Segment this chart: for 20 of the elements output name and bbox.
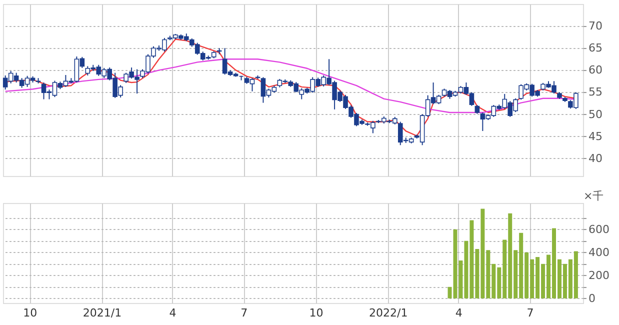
x-tick-label: 7 <box>240 306 248 320</box>
y-tick-label: 600 <box>588 222 610 236</box>
y-tick-label: 65 <box>588 42 602 55</box>
y-tick-label: 400 <box>588 246 610 259</box>
y-axis-title: ×千 <box>584 190 604 202</box>
y-tick-label: 200 <box>588 268 610 282</box>
x-tick-label: 4 <box>455 306 462 320</box>
y-tick-label: 60 <box>588 64 602 77</box>
y-tick-label: 0 <box>588 292 596 305</box>
y-tick-label: 55 <box>588 86 602 99</box>
y-tick-label: 70 <box>588 20 602 33</box>
y-tick-label: 45 <box>588 130 602 143</box>
x-tick-label: 4 <box>169 306 176 320</box>
x-tick-label: 10 <box>23 306 38 320</box>
x-tick-label: 2022/1 <box>368 306 408 320</box>
x-tick-label: 2021/1 <box>82 306 122 320</box>
x-tick-label: 7 <box>526 306 534 320</box>
y-tick-label: 40 <box>588 152 602 165</box>
x-tick-label: 10 <box>309 306 324 320</box>
y-tick-label: 50 <box>588 108 602 121</box>
